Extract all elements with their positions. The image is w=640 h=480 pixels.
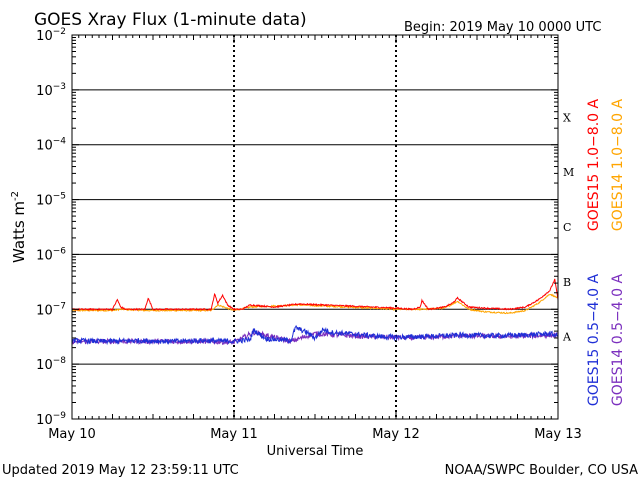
- y-tick-label: 10−3: [36, 82, 66, 99]
- y-axis-label-sup: -2: [10, 191, 21, 201]
- series-line: [71, 324, 559, 346]
- y-tick-label: 10−6: [36, 246, 66, 263]
- y-tick-label: 10−5: [36, 192, 66, 209]
- legend-upper: GOES15 1.0−8.0 A GOES14 1.0−8.0 A: [586, 99, 626, 232]
- legend-lower: GOES15 0.5−4.0 A GOES14 0.5−4.0 A: [586, 274, 626, 407]
- footer-updated: Updated 2019 May 12 23:59:11 UTC: [2, 463, 239, 478]
- flare-class-label: A: [562, 331, 572, 344]
- chart-title: GOES Xray Flux (1-minute data): [34, 10, 307, 30]
- legend-entry: GOES14 0.5−4.0 A: [610, 274, 626, 407]
- flare-class-label: C: [563, 221, 571, 234]
- x-axis-label: Universal Time: [267, 444, 364, 459]
- y-axis-ticks: 10−2 10−3 10−4 10−5 10−6 10−7 10−8 10−9: [36, 27, 558, 428]
- y-tick-label: 10−7: [36, 301, 66, 318]
- legend-entry: GOES14 1.0−8.0 A: [610, 99, 626, 232]
- x-tick-label: May 10: [48, 427, 96, 442]
- flare-class-label: X: [563, 111, 571, 124]
- series-line: [71, 293, 559, 315]
- series-line: [71, 278, 559, 312]
- y-tick-label: 10−8: [36, 356, 66, 373]
- y-axis-label-main: Watts m: [10, 201, 28, 263]
- flare-class-label: M: [563, 166, 574, 179]
- footer-credit: NOAA/SWPC Boulder, CO USA: [445, 463, 638, 478]
- flare-class-label: B: [563, 276, 571, 289]
- plot-frame: [71, 34, 559, 420]
- y-axis-label: Watts m-2: [10, 191, 28, 263]
- legend-entry: GOES15 0.5−4.0 A: [586, 274, 602, 407]
- flare-class-labels: X M C B A: [562, 111, 574, 343]
- grid-lines: [72, 35, 558, 419]
- legend-entry: GOES15 1.0−8.0 A: [586, 99, 602, 232]
- y-tick-label: 10−2: [36, 27, 66, 44]
- x-axis-ticks: May 10 May 11 May 12 May 13: [48, 35, 582, 442]
- y-tick-label: 10−9: [36, 411, 66, 428]
- x-tick-label: May 13: [534, 427, 582, 442]
- x-tick-label: May 12: [372, 427, 420, 442]
- series-layer: [71, 278, 559, 346]
- y-tick-label: 10−4: [36, 137, 66, 154]
- begin-label: Begin: 2019 May 10 0000 UTC: [404, 20, 601, 35]
- x-tick-label: May 11: [210, 427, 258, 442]
